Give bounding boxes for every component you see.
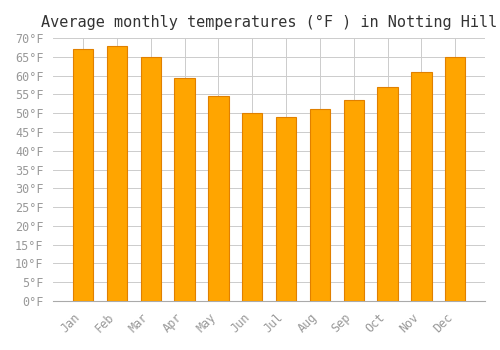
Bar	[174, 78, 195, 301]
Bar	[73, 49, 93, 301]
Bar	[208, 96, 229, 301]
Bar	[310, 110, 330, 301]
Bar	[411, 72, 432, 301]
Bar	[378, 87, 398, 301]
Bar	[445, 57, 466, 301]
Title: Average monthly temperatures (°F ) in Notting Hill: Average monthly temperatures (°F ) in No…	[41, 15, 497, 30]
Bar	[242, 113, 262, 301]
Bar	[140, 57, 161, 301]
Bar	[344, 100, 364, 301]
Bar	[276, 117, 296, 301]
Bar	[106, 46, 127, 301]
